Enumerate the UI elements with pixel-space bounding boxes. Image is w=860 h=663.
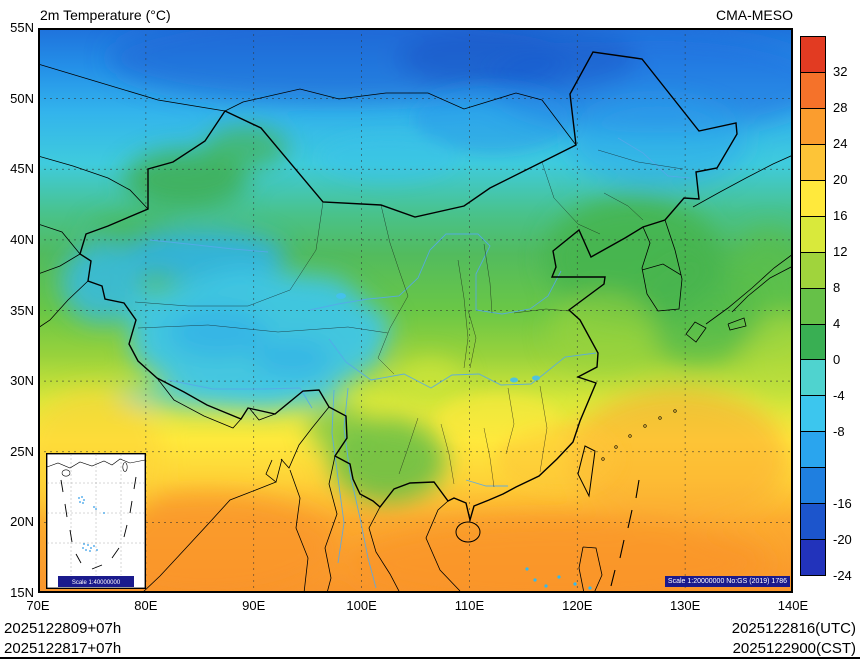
colorbar-segment	[801, 179, 825, 216]
country-borders-and-coastlines	[38, 63, 793, 593]
lat-tick-label: 40N	[10, 231, 34, 247]
lon-tick-label: 120E	[562, 598, 593, 613]
lat-tick-label: 30N	[10, 373, 34, 389]
colorbar-tick-label: 12	[833, 244, 848, 259]
rivers	[149, 137, 691, 589]
lon-tick-label: 90E	[242, 598, 266, 613]
colorbar-tick-label: -16	[833, 496, 852, 511]
lat-tick-label: 55N	[10, 20, 34, 35]
lon-tick-label: 100E	[346, 598, 377, 613]
lon-tick-label: 80E	[134, 598, 158, 613]
colorbar-tick-label: 20	[833, 172, 848, 187]
colorbar-segment	[801, 359, 825, 396]
china-border	[79, 51, 738, 523]
footer-init-times: 2025122809+07h 2025122817+07h	[4, 619, 121, 659]
temperature-field-map	[38, 28, 793, 593]
colorbar-tick-label: 24	[833, 136, 848, 151]
colorbar-segment	[801, 37, 825, 72]
lon-tick-label: 130E	[669, 598, 701, 613]
lon-tick-label: 70E	[26, 598, 50, 613]
colorbar-tick-label: 16	[833, 208, 848, 223]
valid-time-utc: 2025122816(UTC)	[731, 620, 856, 637]
colorbar-tick-label: 8	[833, 280, 841, 295]
init-time-line-1: 2025122809+07h	[4, 620, 122, 637]
colorbar-segment	[801, 287, 825, 324]
footer-valid-times: 2025122816(UTC) 2025122900(CST)	[732, 619, 856, 659]
colorbar-segment	[801, 143, 825, 180]
lon-tick-label: 140E	[777, 598, 809, 613]
colorbar-tick-label: -20	[833, 532, 852, 547]
province-borders	[134, 149, 684, 488]
bottom-divider	[0, 657, 860, 659]
colorbar-segment	[801, 323, 825, 360]
colorbar-tick-label: -8	[833, 424, 845, 439]
lat-tick-label: 45N	[10, 161, 34, 177]
valid-time-cst: 2025122900(CST)	[732, 640, 856, 657]
map-scale-note: Scale 1:20000000 No:GS (2019) 1786	[664, 576, 790, 587]
colorbar-segment	[801, 71, 825, 108]
colorbar-tick-label: 4	[833, 316, 841, 331]
map-frame	[38, 28, 793, 593]
lat-tick-label: 50N	[10, 90, 34, 106]
map-panel: Scale 1:40000000 Scale 1:20000000 No:GS …	[38, 28, 793, 593]
lat-tick-label: 25N	[10, 443, 34, 459]
model-label: CMA-MESO	[716, 7, 793, 23]
graticule	[38, 28, 793, 593]
colorbar-segment	[801, 215, 825, 252]
south-china-sea-inset-map: Scale 1:40000000	[46, 453, 146, 589]
colorbar-segment	[801, 431, 825, 468]
colorbar-tick-label: 28	[833, 100, 848, 115]
colorbar-segment	[801, 539, 825, 576]
lon-tick-label: 110E	[454, 598, 485, 613]
island-dots	[78, 496, 105, 552]
colorbar-segment	[801, 107, 825, 144]
temperature-anomaly-blobs	[38, 28, 793, 593]
colorbar-segment	[801, 251, 825, 288]
init-time-line-2: 2025122817+07h	[4, 640, 122, 657]
lat-tick-label: 35N	[10, 302, 34, 318]
lat-tick-label: 20N	[10, 514, 34, 530]
colorbar-tick-label: 32	[833, 64, 848, 79]
colorbar-segment	[801, 467, 825, 504]
page-title: 2m Temperature (°C)	[40, 7, 171, 23]
colorbar-tick-label: -24	[833, 568, 852, 583]
colorbar-tick-label: 0	[833, 352, 841, 367]
colorbar	[800, 36, 826, 576]
lat-tick-label: 15N	[10, 585, 34, 600]
colorbar-tick-label: -4	[833, 388, 845, 403]
temperature-detail-blobs	[318, 83, 618, 493]
inset-scale-label: Scale 1:40000000	[72, 580, 121, 586]
colorbar-segment	[801, 503, 825, 540]
islands-and-sea-boundaries	[455, 409, 677, 590]
colorbar-segment	[801, 395, 825, 432]
